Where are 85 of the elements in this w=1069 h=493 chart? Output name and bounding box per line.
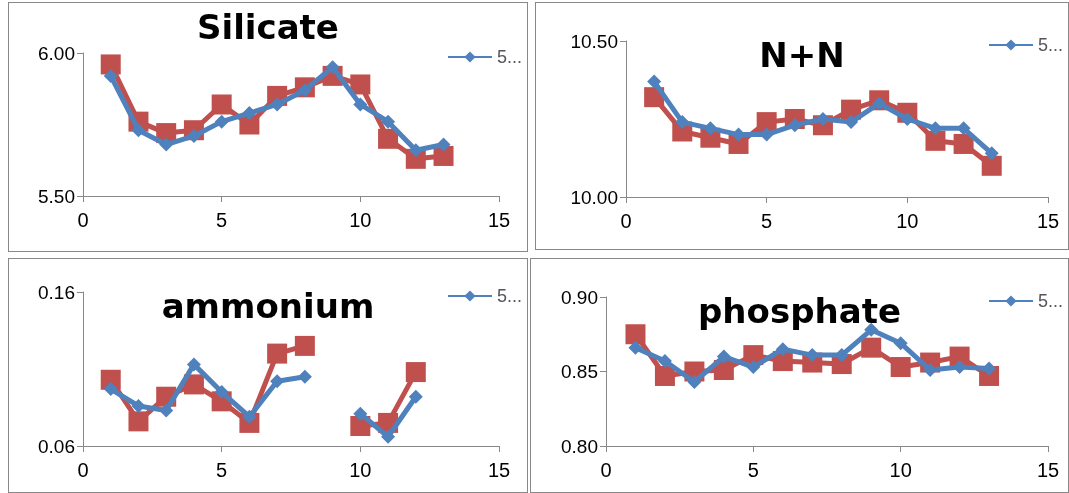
chart-title: ammonium	[161, 286, 375, 326]
point	[928, 121, 943, 136]
point	[703, 121, 718, 136]
point	[214, 114, 229, 129]
y-tick-label: 0.06	[38, 435, 75, 457]
point	[956, 121, 971, 136]
point	[353, 406, 368, 421]
point	[890, 357, 911, 378]
point	[128, 411, 149, 432]
x-tick-label: 15	[1036, 459, 1060, 481]
x-tick-label: 0	[77, 459, 89, 481]
chart-title: phosphate	[698, 291, 901, 331]
point	[893, 336, 908, 351]
point	[294, 335, 315, 356]
point	[103, 68, 118, 83]
point	[325, 60, 340, 75]
point	[270, 374, 285, 389]
y-tick-label: 6.00	[38, 42, 75, 64]
point	[381, 429, 396, 444]
point	[159, 403, 174, 418]
y-tick-label: 10.50	[570, 30, 618, 52]
point	[654, 365, 675, 386]
chart-title: N+N	[759, 35, 845, 75]
point	[131, 123, 146, 138]
point	[746, 360, 761, 375]
x-tick-label: 0	[620, 210, 632, 232]
y-tick-label: 10.00	[570, 186, 618, 208]
x-tick-label: 15	[487, 209, 511, 231]
point	[625, 324, 646, 345]
point	[844, 115, 859, 130]
y-tick-label: 0.80	[561, 435, 598, 457]
point	[775, 342, 790, 357]
point	[353, 97, 368, 112]
point	[270, 97, 285, 112]
point	[647, 74, 662, 89]
point	[675, 115, 690, 130]
point	[297, 369, 312, 384]
y-tick-label: 5.50	[38, 185, 75, 207]
point	[211, 94, 232, 115]
point	[436, 137, 451, 152]
y-tick-label: 0.85	[561, 361, 598, 382]
point	[716, 349, 731, 364]
point	[131, 398, 146, 413]
point	[378, 128, 399, 149]
x-tick-label: 15	[487, 459, 511, 481]
point	[214, 385, 229, 400]
x-tick-label: 0	[77, 209, 89, 231]
x-tick-label: 15	[1036, 210, 1060, 232]
x-tick-label: 5	[761, 210, 773, 232]
point	[267, 343, 288, 364]
point	[408, 143, 423, 158]
legend-label: 5...	[1037, 35, 1063, 55]
legend-label: 5...	[1037, 291, 1063, 311]
chart-title: Silicate	[197, 7, 339, 47]
point	[981, 155, 1002, 176]
point	[408, 389, 423, 404]
x-tick-label: 0	[600, 459, 612, 481]
x-tick-label: 10	[349, 459, 372, 481]
y-tick-label: 0.16	[38, 281, 75, 303]
point	[381, 114, 396, 129]
point	[984, 146, 999, 161]
y-tick-label: 0.90	[561, 286, 598, 308]
x-tick-label: 5	[216, 209, 228, 231]
x-tick-label: 10	[349, 209, 372, 231]
point	[925, 130, 946, 151]
point	[350, 74, 371, 95]
point	[186, 357, 201, 372]
point	[687, 374, 702, 389]
point	[952, 360, 967, 375]
x-tick-label: 10	[889, 459, 912, 481]
legend-label: 5...	[496, 286, 522, 306]
point	[100, 54, 121, 75]
point	[159, 137, 174, 152]
point	[657, 354, 672, 369]
point	[756, 112, 777, 133]
x-tick-label: 5	[747, 459, 759, 481]
legend-label: 5...	[496, 47, 522, 67]
point	[953, 133, 974, 154]
x-tick-label: 10	[896, 210, 919, 232]
x-tick-label: 5	[216, 459, 228, 481]
point	[628, 340, 643, 355]
point	[103, 382, 118, 397]
point	[861, 337, 882, 358]
point	[405, 362, 426, 383]
point	[242, 106, 257, 121]
